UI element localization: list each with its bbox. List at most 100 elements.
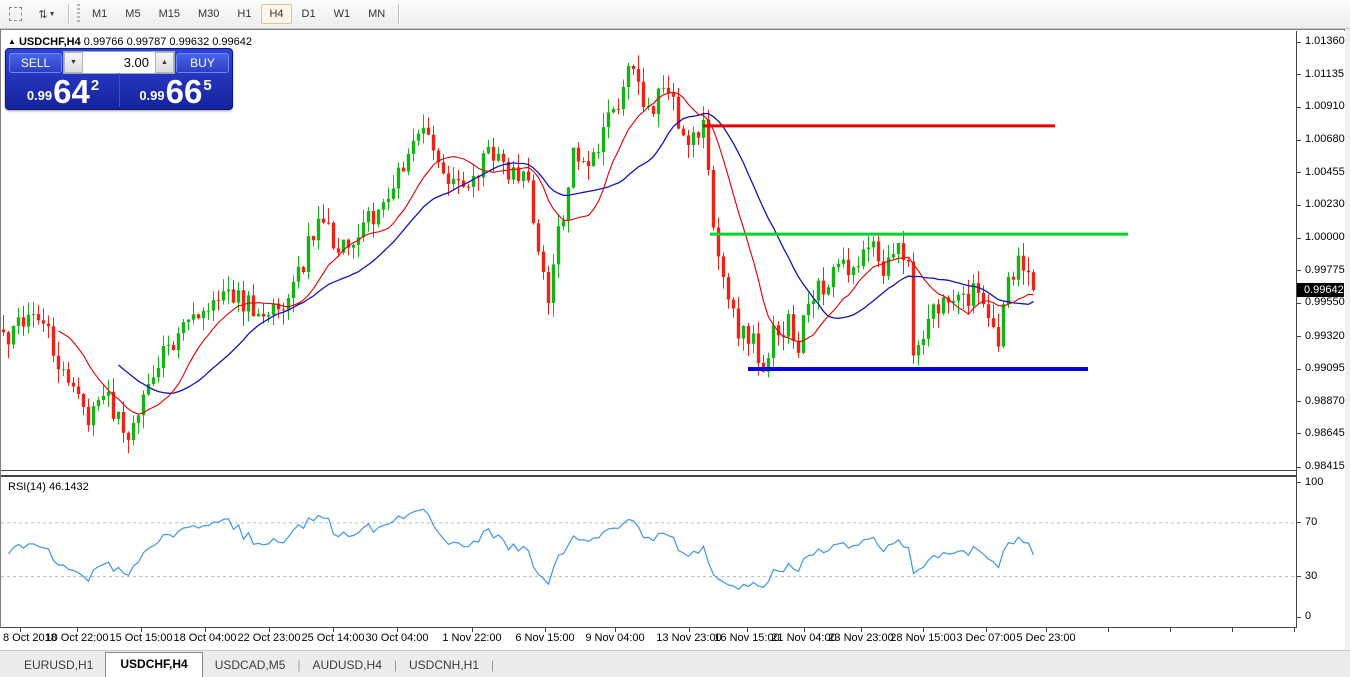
candle-body bbox=[611, 108, 616, 113]
candle-body bbox=[1, 329, 6, 333]
window-edge-strip bbox=[1345, 29, 1350, 676]
timeframe-button-w1[interactable]: W1 bbox=[333, 8, 351, 20]
candle-body bbox=[316, 218, 321, 241]
candle-body bbox=[206, 310, 211, 312]
chart-tab-usdcad-m5[interactable]: USDCAD,M5 bbox=[214, 658, 286, 672]
buy-price[interactable]: 0.99 66 5 bbox=[121, 74, 230, 108]
chart-tab-eurusd-h1[interactable]: EURUSD,H1 bbox=[24, 658, 94, 672]
candle-body bbox=[746, 326, 751, 344]
buy-button[interactable]: BUY bbox=[176, 53, 229, 73]
price-axis[interactable]: 1.01360 1.01135 1.00910 1.00680 1.00455 1.002… bbox=[1297, 31, 1345, 628]
candle-body bbox=[901, 243, 906, 260]
candle-body bbox=[276, 303, 281, 310]
price-axis-label: 0.99550 bbox=[1305, 296, 1345, 309]
price-axis-label: 1.00000 bbox=[1305, 231, 1345, 244]
candle-body bbox=[321, 218, 326, 223]
candle-body bbox=[306, 236, 311, 272]
chart-tab-audusd-h4[interactable]: AUDUSD,H4 bbox=[312, 658, 382, 672]
candle-body bbox=[86, 406, 91, 426]
sell-price[interactable]: 0.99 64 2 bbox=[8, 74, 118, 108]
chart-symbol-timeframe: USDCHF,H4 bbox=[18, 36, 81, 48]
candle-body bbox=[871, 241, 876, 248]
candle-body bbox=[356, 237, 361, 245]
candle-body bbox=[121, 411, 126, 433]
timeframe-button-m30[interactable]: M30 bbox=[197, 8, 220, 20]
time-axis-label: 28 Nov 15:00 bbox=[890, 632, 956, 644]
time-axis-tick bbox=[747, 628, 748, 632]
candle-body bbox=[31, 314, 36, 316]
volume-decrease-button[interactable]: ▼ bbox=[64, 52, 83, 73]
price-axis-tick bbox=[1297, 106, 1301, 108]
candle-body bbox=[1006, 276, 1011, 305]
time-axis-label: 23 Nov 23:00 bbox=[828, 632, 894, 644]
candle-body bbox=[161, 345, 166, 368]
rsi-indicator-canvas[interactable] bbox=[1, 478, 1296, 627]
buy-price-prefix: 0.99 bbox=[139, 88, 165, 103]
rsi-axis-tick bbox=[1297, 616, 1301, 618]
candle-body bbox=[851, 267, 856, 276]
timeframe-button-h4[interactable]: H4 bbox=[261, 4, 292, 24]
candle-body bbox=[406, 153, 411, 172]
candle-body bbox=[916, 344, 921, 356]
candle-body bbox=[146, 384, 151, 395]
volume-increase-button[interactable]: ▲ bbox=[155, 52, 174, 73]
candle-body bbox=[91, 406, 96, 426]
rsi-axis-tick bbox=[1297, 576, 1301, 578]
chart-window bbox=[0, 29, 1345, 649]
timeframe-button-mn[interactable]: MN bbox=[368, 8, 386, 20]
candle-body bbox=[211, 300, 216, 311]
price-axis-tick bbox=[1297, 74, 1301, 76]
candle-body bbox=[451, 178, 456, 185]
tab-separator: | bbox=[297, 658, 301, 672]
time-axis-tick bbox=[1170, 628, 1171, 632]
time-axis-label: 16 Nov 15:00 bbox=[714, 632, 780, 644]
timeframe-button-h1[interactable]: H1 bbox=[237, 8, 252, 20]
candle-body bbox=[666, 87, 671, 94]
timeframe-button-m5[interactable]: M5 bbox=[125, 8, 141, 20]
timeframe-button-d1[interactable]: D1 bbox=[301, 8, 316, 20]
pane-splitter-bottom[interactable] bbox=[1, 475, 1296, 477]
tile-windows-button[interactable]: ⇅ ▼ bbox=[30, 4, 64, 24]
toolbar-grip[interactable] bbox=[77, 4, 80, 24]
time-axis-label: 8 Oct 2018 bbox=[3, 632, 57, 644]
time-axis-label: 9 Nov 04:00 bbox=[585, 632, 645, 644]
price-axis-tick bbox=[1297, 433, 1301, 435]
chart-tab-usdchf-h4[interactable]: USDCHF,H4 bbox=[105, 652, 203, 677]
time-axis-label: 21 Nov 04:00 bbox=[771, 632, 837, 644]
rsi-axis-tick bbox=[1297, 482, 1301, 483]
candle-body bbox=[506, 161, 511, 180]
candle-body bbox=[776, 325, 781, 336]
candle-body bbox=[546, 271, 551, 303]
pane-splitter-top[interactable] bbox=[1, 470, 1296, 471]
candle-body bbox=[1031, 272, 1036, 291]
candle-body bbox=[416, 133, 421, 141]
candle-body bbox=[446, 173, 451, 185]
candle-body bbox=[1001, 304, 1006, 347]
candle-body bbox=[731, 299, 736, 309]
candle-body bbox=[906, 259, 911, 262]
timeframe-button-m15[interactable]: M15 bbox=[158, 8, 180, 20]
time-axis-tick bbox=[20, 628, 21, 632]
candle-body bbox=[566, 187, 571, 221]
collapse-triangle-icon[interactable]: ▲ bbox=[8, 37, 16, 46]
select-object-icon[interactable] bbox=[4, 4, 26, 24]
price-axis-tick bbox=[1297, 270, 1301, 272]
time-axis[interactable]: 8 Oct 2018 10 Oct 22:00 15 Oct 15:00 18 Oct… bbox=[0, 628, 1345, 649]
chart-tab-usdcnh-h1[interactable]: USDCNH,H1 bbox=[409, 658, 480, 672]
candle-body bbox=[501, 153, 506, 162]
top-toolbar: ⇅ ▼ M1 M5 M15 M30 H1 H4 D1 W1 MN bbox=[0, 0, 1350, 29]
candle-body bbox=[631, 65, 636, 70]
time-axis-label: 15 Oct 15:00 bbox=[109, 632, 173, 644]
sell-button[interactable]: SELL bbox=[9, 53, 62, 73]
price-axis-label: 0.99095 bbox=[1305, 362, 1345, 375]
price-axis-tick bbox=[1297, 466, 1301, 468]
candle-body bbox=[511, 167, 516, 180]
candle-body bbox=[251, 295, 256, 317]
candle-body bbox=[821, 280, 826, 295]
rsi-indicator-label: RSI(14) 46.1432 bbox=[8, 481, 89, 493]
price-axis-label: 0.99775 bbox=[1305, 263, 1345, 276]
timeframe-button-m1[interactable]: M1 bbox=[92, 8, 108, 20]
main-chart-canvas[interactable] bbox=[1, 31, 1296, 470]
volume-value[interactable]: 3.00 bbox=[123, 55, 149, 70]
candle-body bbox=[996, 327, 1001, 347]
